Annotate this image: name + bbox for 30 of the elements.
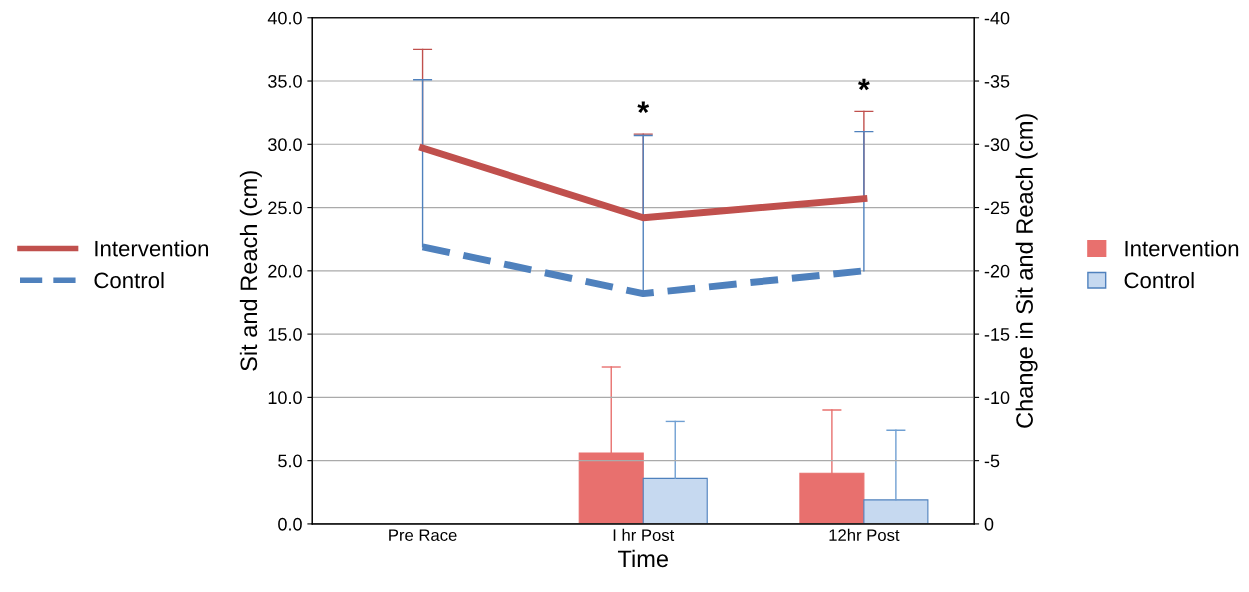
y-tick-label: 25.0 xyxy=(268,201,302,215)
y-tick-label: 10.0 xyxy=(268,391,302,405)
annotation: * xyxy=(637,101,650,113)
y-tick-label: 35.0 xyxy=(268,74,302,88)
x-tick-label: Pre Race xyxy=(389,529,457,542)
legend-label: Control xyxy=(1124,271,1194,289)
y2-tick-label: -30 xyxy=(984,138,1010,152)
y2-tick-label: -40 xyxy=(984,11,1010,25)
y2-tick-label: 0 xyxy=(984,517,994,531)
legend-label: Control xyxy=(94,271,164,289)
y-tick-label: 0.0 xyxy=(278,517,302,531)
y2-tick-label: -10 xyxy=(984,391,1010,405)
y-tick-label: 30.0 xyxy=(268,138,302,152)
y-axis-title: Sit and Reach (cm) xyxy=(239,171,262,371)
y-tick-label: 5.0 xyxy=(278,454,302,468)
y2-tick-label: -5 xyxy=(984,454,1000,468)
x-tick-label: 12hr Post xyxy=(829,528,900,542)
annotation: * xyxy=(858,78,870,91)
y2-tick-label: -25 xyxy=(984,201,1010,215)
legend-label: Intervention xyxy=(1125,240,1239,257)
legend-label: Intervention xyxy=(95,240,209,257)
y-tick-label: 15.0 xyxy=(268,328,302,341)
x-axis-title: Time xyxy=(617,549,668,568)
y2-tick-label: -35 xyxy=(984,74,1010,88)
y2-tick-label: -20 xyxy=(984,264,1010,278)
y2-axis-title: Change in Sit and Reach (cm) xyxy=(1015,114,1038,428)
y-tick-label: 40.0 xyxy=(267,11,302,25)
y-tick-label: 20.0 xyxy=(268,264,302,278)
x-tick-label: I hr Post xyxy=(613,528,675,542)
y2-tick-label: -15 xyxy=(984,328,1010,341)
